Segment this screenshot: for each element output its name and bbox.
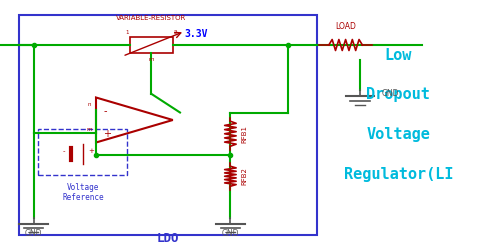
Text: LOAD: LOAD (335, 22, 356, 31)
Text: -: - (103, 106, 107, 116)
Text: -: - (62, 148, 65, 154)
Text: Dropout: Dropout (366, 88, 431, 102)
Text: Voltage
Reference: Voltage Reference (62, 182, 104, 202)
Text: RFB2: RFB2 (241, 167, 247, 185)
Text: GND: GND (382, 89, 399, 98)
Text: RFB1: RFB1 (241, 125, 247, 143)
Text: +: + (103, 129, 111, 139)
Text: +: + (88, 148, 94, 154)
Text: GND: GND (25, 229, 42, 238)
Text: LDO: LDO (157, 232, 179, 245)
Bar (38, 129, 127, 175)
Text: 3.3V: 3.3V (185, 29, 208, 39)
Bar (130, 38, 173, 52)
Text: Regulator(LI: Regulator(LI (344, 168, 453, 182)
Text: m: m (148, 57, 154, 62)
Text: VARIABLE-RESISTOR: VARIABLE-RESISTOR (116, 14, 186, 20)
Text: n: n (87, 102, 91, 107)
Text: 1: 1 (125, 30, 129, 35)
Text: m: m (86, 127, 92, 132)
Text: Low: Low (384, 48, 412, 62)
Text: 2: 2 (173, 30, 177, 35)
Text: Voltage: Voltage (366, 128, 431, 142)
Bar (19, 15, 317, 235)
Text: GND: GND (222, 229, 239, 238)
